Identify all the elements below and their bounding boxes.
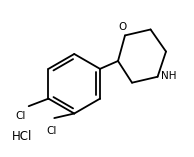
Text: Cl: Cl (15, 111, 25, 121)
Text: HCl: HCl (12, 130, 33, 143)
Text: O: O (118, 22, 126, 32)
Text: NH: NH (161, 71, 177, 81)
Text: Cl: Cl (46, 126, 57, 136)
